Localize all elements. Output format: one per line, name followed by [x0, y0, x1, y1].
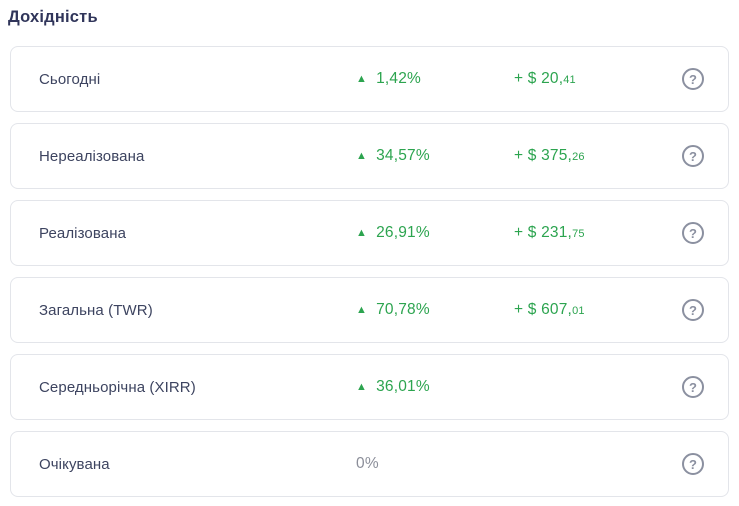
metric-label: Реалізована	[39, 224, 127, 242]
amount-cents: 75	[572, 228, 585, 240]
metric-card-list: Сьогодні ▲ 1,42% + $ 20,41 ? Нереалізова…	[10, 46, 729, 497]
amount-main: + $ 231,	[514, 224, 573, 241]
trend-up-icon: ▲	[356, 72, 368, 85]
metric-label: Нереалізована	[39, 147, 145, 165]
percent-text: 70,78%	[376, 301, 430, 318]
percent-value: ▲ 36,01%	[356, 378, 514, 396]
metric-row-expected: Очікувана 0% ?	[10, 431, 729, 497]
amount-cents: 26	[572, 151, 585, 163]
amount-main: + $ 375,	[514, 147, 573, 164]
percent-text: 34,57%	[376, 147, 430, 164]
amount-value: + $ 20,41	[514, 70, 682, 88]
trend-up-icon: ▲	[356, 149, 368, 162]
help-icon[interactable]: ?	[682, 453, 704, 475]
amount-main: + $ 607,	[514, 301, 573, 318]
amount-value: + $ 231,75	[514, 224, 682, 242]
percent-value: ▲ 34,57%	[356, 147, 514, 165]
amount-main: + $ 20,	[514, 70, 564, 87]
percent-value: ▲ 70,78%	[356, 301, 514, 319]
metric-row-today: Сьогодні ▲ 1,42% + $ 20,41 ?	[10, 46, 729, 112]
percent-text: 36,01%	[376, 378, 430, 395]
help-icon[interactable]: ?	[682, 376, 704, 398]
help-icon[interactable]: ?	[682, 222, 704, 244]
amount-cents: 01	[572, 305, 585, 317]
percent-text: 0%	[356, 455, 379, 472]
metric-row-realized: Реалізована ▲ 26,91% + $ 231,75 ?	[10, 200, 729, 266]
trend-up-icon: ▲	[356, 303, 368, 316]
percent-text: 26,91%	[376, 224, 430, 241]
percent-value: ▲ 26,91%	[356, 224, 514, 242]
help-icon[interactable]: ?	[682, 68, 704, 90]
metric-row-xirr: Середньорічна (XIRR) ▲ 36,01% ?	[10, 354, 729, 420]
amount-value: + $ 375,26	[514, 147, 682, 165]
metric-label: Сьогодні	[39, 70, 101, 88]
metric-row-unrealized: Нереалізована ▲ 34,57% + $ 375,26 ?	[10, 123, 729, 189]
metric-label: Загальна (TWR)	[39, 301, 153, 319]
page-title: Дохідність	[8, 8, 98, 26]
trend-up-icon: ▲	[356, 226, 368, 239]
amount-cents: 41	[563, 74, 576, 86]
metric-label: Очікувана	[39, 455, 110, 473]
metric-row-total-twr: Загальна (TWR) ▲ 70,78% + $ 607,01 ?	[10, 277, 729, 343]
help-icon[interactable]: ?	[682, 299, 704, 321]
trend-up-icon: ▲	[356, 380, 368, 393]
percent-value: ▲ 1,42%	[356, 70, 514, 88]
percent-text: 1,42%	[376, 70, 422, 87]
amount-value: + $ 607,01	[514, 301, 682, 319]
metric-label: Середньорічна (XIRR)	[39, 378, 196, 396]
percent-value: 0%	[356, 455, 514, 473]
help-icon[interactable]: ?	[682, 145, 704, 167]
